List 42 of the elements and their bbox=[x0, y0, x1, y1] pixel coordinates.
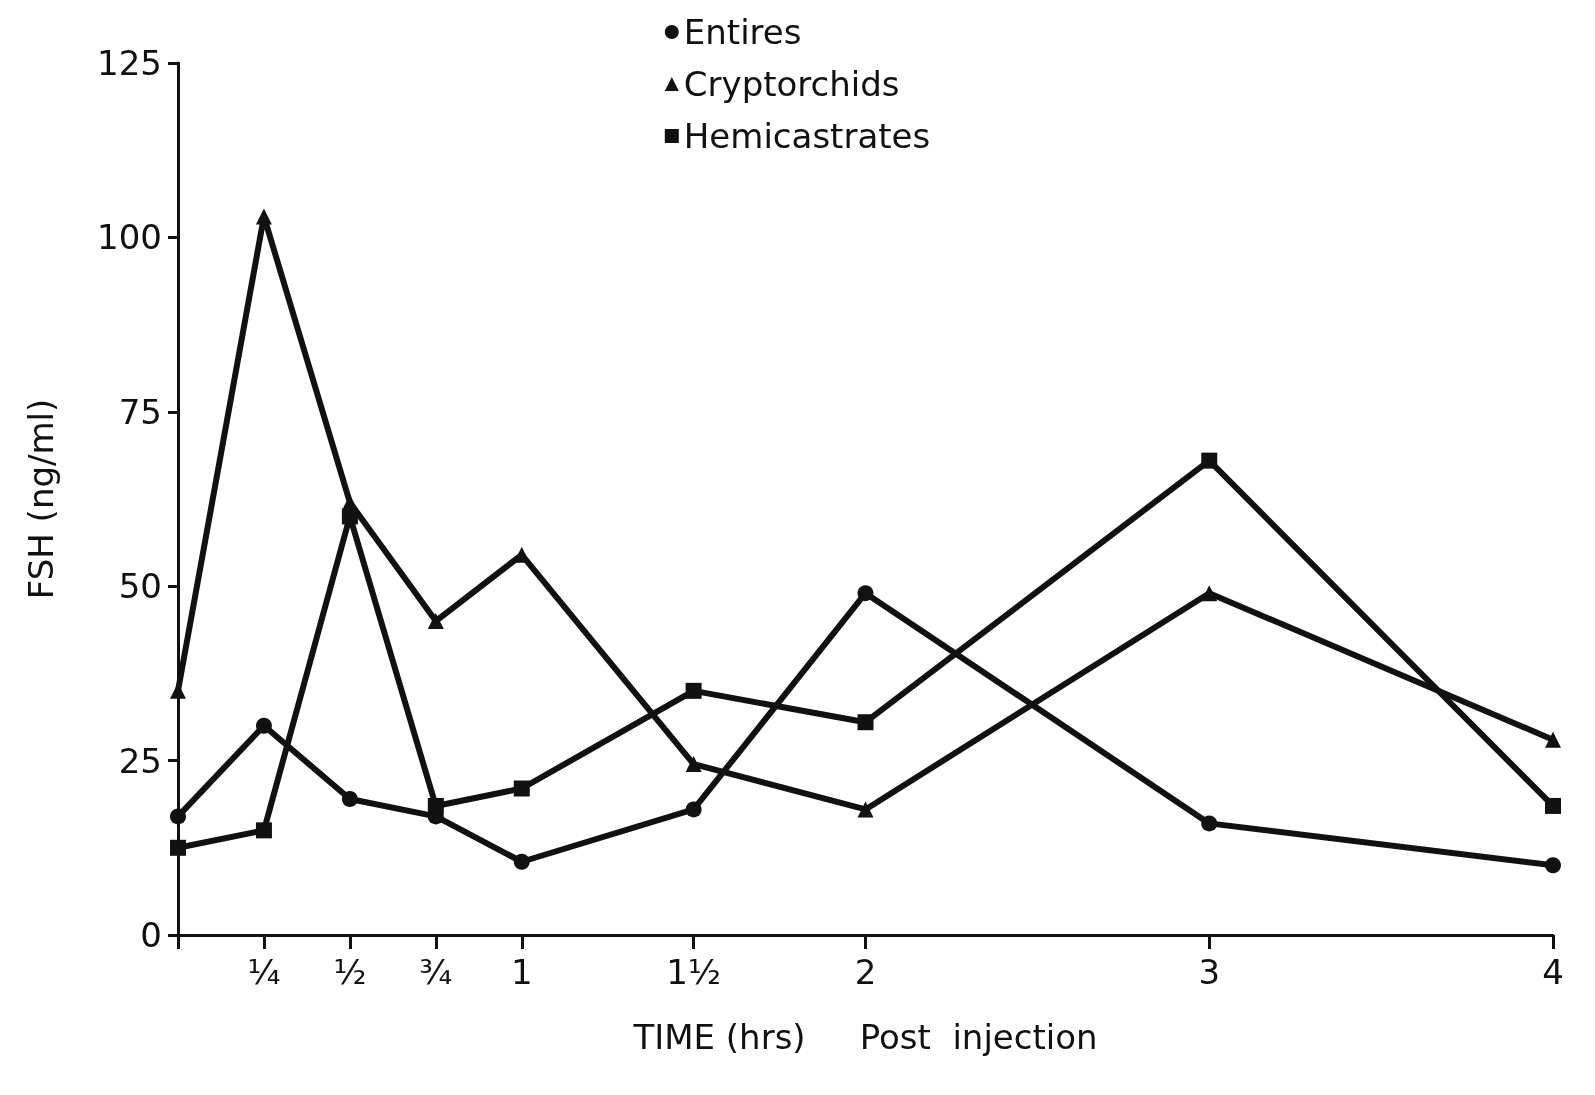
legend-label: Entires bbox=[683, 12, 802, 52]
point bbox=[1545, 857, 1561, 874]
point bbox=[685, 756, 702, 773]
point bbox=[1201, 452, 1218, 469]
point bbox=[1545, 797, 1561, 814]
y-tick-label: 25 bbox=[118, 740, 162, 781]
point bbox=[1545, 731, 1561, 748]
point bbox=[857, 801, 874, 818]
point bbox=[685, 801, 702, 818]
y-tick-label: 75 bbox=[118, 391, 162, 432]
legend-label: Cryptorchids bbox=[683, 64, 900, 104]
point bbox=[857, 585, 874, 602]
x-tick-label: ¼ bbox=[247, 952, 281, 992]
point bbox=[255, 822, 272, 839]
x-tick-label: 4 bbox=[1542, 952, 1564, 992]
y-tick-label: 0 bbox=[140, 915, 162, 955]
point bbox=[170, 839, 186, 856]
y-tick-label: 100 bbox=[97, 217, 162, 258]
point bbox=[1201, 585, 1218, 602]
y-axis-title: FSH (ng/ml) bbox=[21, 398, 61, 600]
x-axis-title: TIME (hrs) Post injection bbox=[632, 1017, 1098, 1057]
point bbox=[685, 682, 702, 699]
point bbox=[255, 208, 272, 225]
point bbox=[170, 808, 186, 825]
y-tick-label: 125 bbox=[97, 43, 162, 83]
x-tick-label: ¾ bbox=[419, 952, 453, 992]
legend-label: Hemicastrates bbox=[683, 116, 931, 156]
point bbox=[1201, 815, 1218, 832]
x-tick-label: ½ bbox=[333, 952, 367, 992]
point bbox=[513, 780, 530, 797]
point bbox=[513, 853, 530, 870]
point bbox=[427, 613, 444, 630]
x-tick-label: 1 bbox=[510, 952, 533, 992]
point bbox=[255, 717, 272, 734]
x-tick-label: 1½ bbox=[666, 952, 721, 992]
point bbox=[341, 790, 358, 807]
point bbox=[857, 714, 874, 731]
x-tick-label: 3 bbox=[1198, 952, 1221, 992]
point bbox=[427, 797, 444, 814]
x-tick-label: 2 bbox=[854, 952, 877, 992]
point bbox=[341, 508, 358, 525]
y-tick-label: 50 bbox=[118, 566, 162, 607]
